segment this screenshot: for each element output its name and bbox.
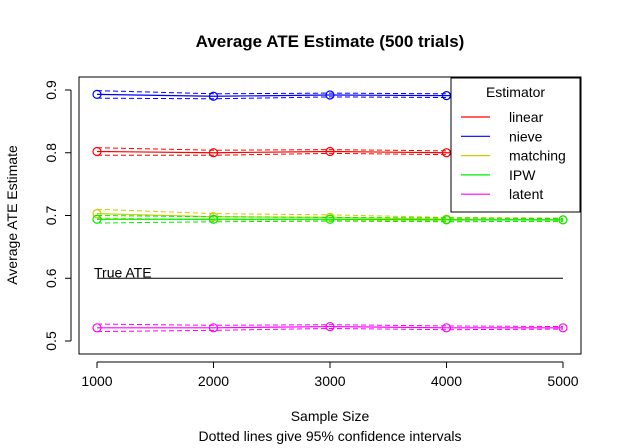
chart-title: Average ATE Estimate (500 trials) — [196, 32, 465, 51]
plot-frame — [78, 76, 582, 355]
y-tick-label: 0.7 — [43, 206, 59, 226]
legend-label: matching — [509, 148, 566, 164]
legend-label: latent — [509, 186, 543, 202]
series-latent — [92, 321, 568, 333]
x-tick-label: 5000 — [547, 373, 578, 389]
legend-box — [450, 77, 581, 213]
y-tick-label: 0.6 — [43, 268, 59, 288]
ci-lower-line — [96, 327, 564, 333]
data-point — [325, 321, 335, 332]
legend-label: IPW — [509, 167, 536, 183]
data-point — [558, 215, 568, 225]
legend-title: Estimator — [486, 84, 545, 100]
ci-upper-line — [96, 323, 564, 328]
series-ipw — [92, 214, 568, 225]
data-point — [208, 148, 219, 158]
data-point — [92, 89, 102, 99]
ci-upper-line — [96, 215, 564, 220]
y-axis-label: Average ATE Estimate — [4, 145, 20, 285]
data-point — [92, 323, 102, 333]
data-point — [441, 215, 452, 225]
data-point — [208, 214, 219, 224]
y-tick-label: 0.9 — [43, 80, 59, 100]
x-axis-label: Sample Size — [291, 408, 370, 424]
data-point — [558, 323, 568, 333]
data-point — [92, 214, 102, 224]
data-point — [325, 214, 335, 224]
data-point — [208, 91, 219, 101]
x-tick-label: 1000 — [81, 373, 112, 389]
data-point — [208, 323, 219, 333]
data-point — [325, 90, 335, 100]
x-tick-label: 3000 — [314, 373, 345, 389]
data-point — [325, 146, 335, 157]
series-line — [97, 218, 563, 221]
data-point — [92, 146, 102, 157]
legend-label: linear — [509, 109, 544, 125]
x-tick-label: 4000 — [431, 373, 462, 389]
y-tick-label: 0.5 — [43, 331, 59, 351]
x-axis-sublabel: Dotted lines give 95% confidence interva… — [198, 428, 461, 444]
x-tick-label: 2000 — [198, 373, 229, 389]
data-point — [92, 209, 102, 219]
data-point — [441, 323, 452, 333]
y-tick-label: 0.8 — [43, 143, 59, 163]
ci-lower-line — [96, 220, 564, 224]
legend-label: nieve — [509, 128, 543, 144]
series-line — [97, 325, 563, 329]
true-ate-label: True ATE — [94, 264, 152, 280]
